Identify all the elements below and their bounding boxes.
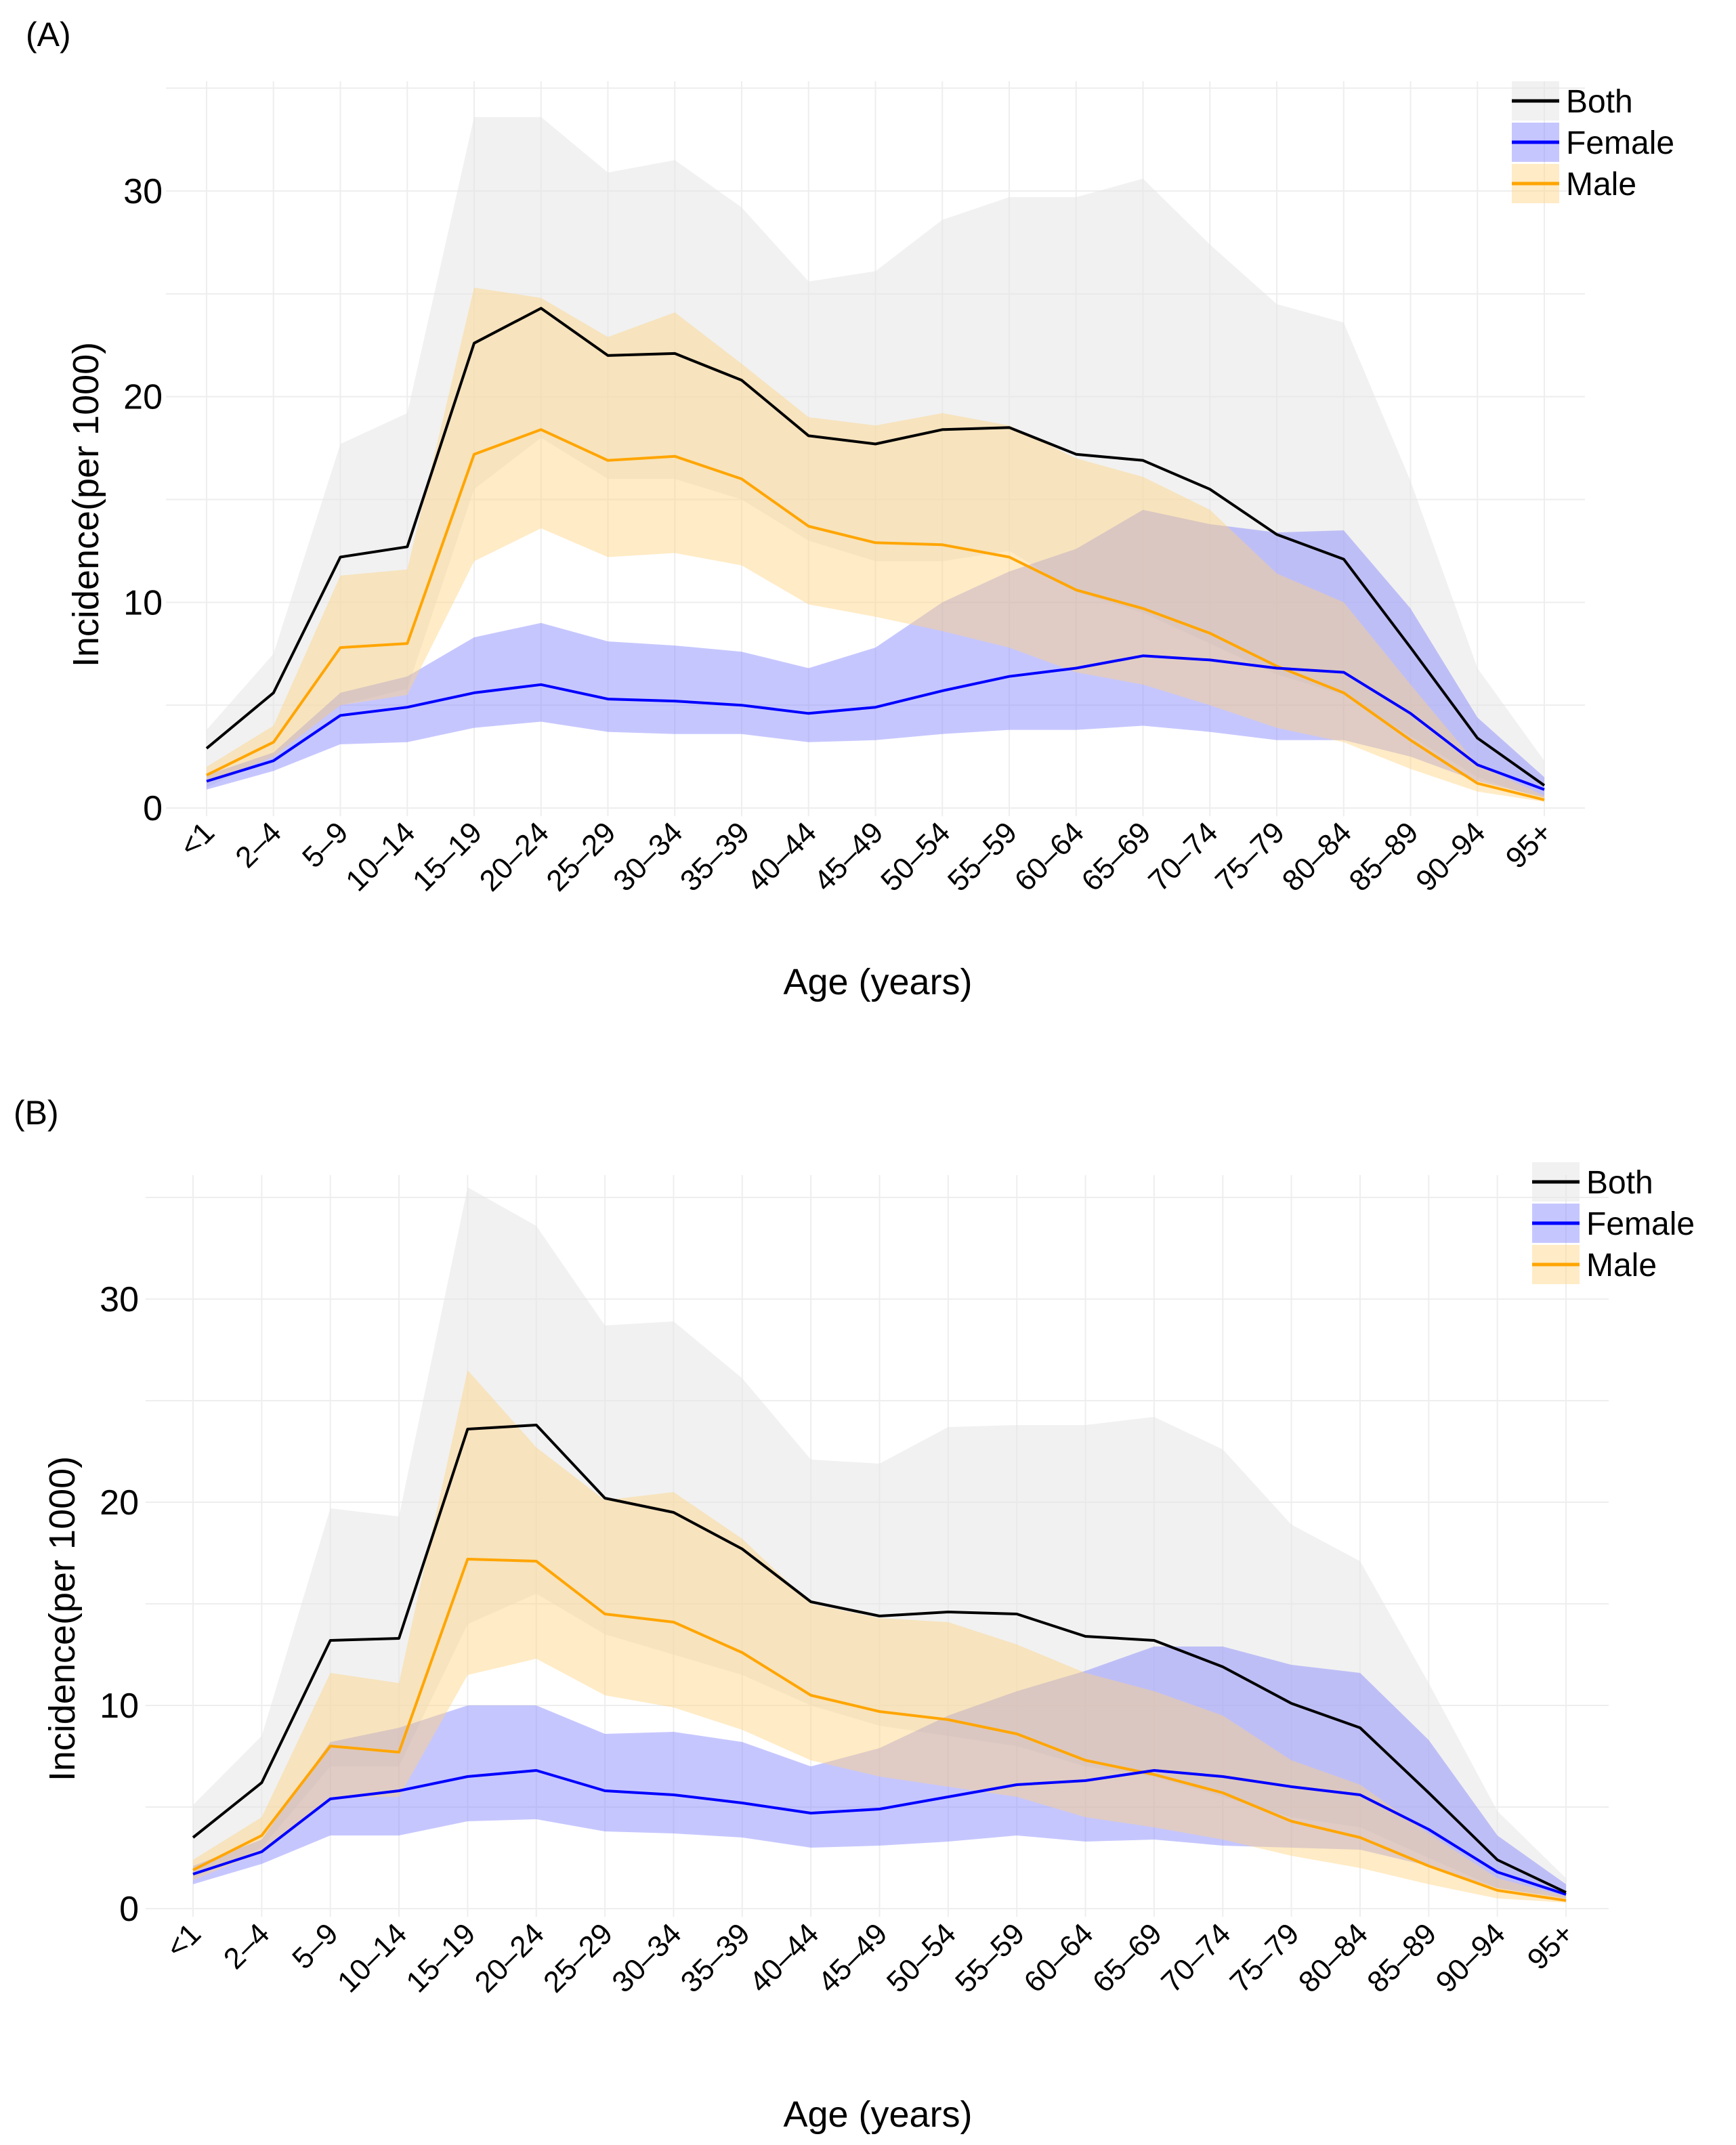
x-tick-label: 30–34 — [606, 1917, 687, 1999]
x-tick-label: 70–74 — [1155, 1917, 1237, 1999]
x-tick-label: 95+ — [1521, 1917, 1580, 1976]
y-tick-label: 30 — [123, 172, 163, 211]
legend-label-female-a: Female — [1566, 125, 1674, 161]
x-tick-label: 2–4 — [217, 1917, 276, 1976]
legend-a: Both Female Male — [1512, 81, 1674, 203]
x-axis-label-b: Age (years) — [783, 2094, 972, 2135]
panel-b: (B) 0 10 20 30 <1 2–4 5–910–1415–1920–2425–29… — [14, 1094, 1695, 2135]
panel-a: (A) 0 10 20 30 <1 2–4 5–910–1415–1920–2425–29… — [26, 16, 1674, 1002]
band-male — [193, 1370, 1566, 1903]
x-tick-label: 2–4 — [229, 815, 288, 874]
x-tick-label: 65–69 — [1075, 815, 1157, 897]
x-tick-label: 35–39 — [674, 815, 756, 897]
x-tick-label: 15–19 — [400, 1917, 482, 1999]
x-ticks-a: <1 2–4 5–910–1415–1920–2425–2930–3435–3940… — [173, 815, 1559, 897]
x-tick-label: 40–44 — [741, 815, 823, 897]
y-tick-label: 10 — [123, 583, 163, 622]
band-female — [207, 509, 1544, 798]
x-tick-label: 35–39 — [675, 1917, 757, 1999]
x-tick-label: 85–89 — [1342, 815, 1424, 897]
band-both — [193, 1187, 1566, 1900]
x-tick-label: 60–64 — [1009, 815, 1091, 897]
x-tick-label: 10–14 — [339, 815, 421, 897]
x-ticks-b: <1 2–4 5–910–1415–1920–2425–2930–3435–3940… — [160, 1917, 1580, 1999]
x-tick-label: 5–9 — [286, 1917, 345, 1976]
x-tick-label: 65–69 — [1086, 1917, 1168, 1999]
x-tick-label: 5–9 — [296, 815, 355, 874]
x-tick-label: 95+ — [1500, 815, 1559, 874]
bands-a — [207, 116, 1544, 802]
x-tick-label: <1 — [160, 1917, 207, 1964]
x-tick-label: <1 — [173, 815, 221, 863]
x-tick-label: 15–19 — [406, 815, 488, 897]
legend-label-both-b: Both — [1586, 1165, 1653, 1201]
x-tick-label: 10–14 — [331, 1917, 413, 1999]
x-tick-label: 75–79 — [1224, 1917, 1306, 1999]
band-female — [193, 1647, 1566, 1898]
x-tick-label: 85–89 — [1361, 1917, 1443, 1999]
x-axis-label-a: Age (years) — [783, 962, 972, 1002]
y-ticks-b: 0 10 20 30 — [100, 1280, 139, 1929]
y-axis-label-b: Incidence(per 1000) — [42, 1456, 83, 1781]
x-tick-label: 45–49 — [811, 1917, 893, 1999]
lines-a — [205, 307, 1546, 801]
y-ticks-a: 0 10 20 30 — [123, 172, 163, 828]
x-tick-label: 50–54 — [881, 1917, 962, 1999]
legend-label-male-b: Male — [1586, 1248, 1657, 1283]
y-tick-label: 0 — [119, 1890, 139, 1929]
x-tick-label: 45–49 — [807, 815, 889, 897]
y-tick-label: 20 — [123, 378, 163, 417]
x-tick-label: 20–24 — [473, 815, 555, 897]
band-both — [207, 116, 1544, 800]
legend-label-both-a: Both — [1566, 84, 1633, 120]
legend-label-female-b: Female — [1586, 1206, 1695, 1242]
bands-b — [193, 1187, 1566, 1903]
lines-b — [192, 1424, 1567, 1902]
legend-b: Both Female Male — [1532, 1162, 1695, 1284]
band-male — [207, 287, 1544, 802]
x-tick-label: 80–84 — [1292, 1917, 1374, 1999]
y-tick-label: 10 — [100, 1686, 139, 1726]
x-tick-label: 55–59 — [941, 815, 1023, 897]
x-tick-label: 90–94 — [1430, 1917, 1512, 1999]
x-tick-label: 25–29 — [537, 1917, 619, 1999]
x-tick-label: 75–79 — [1209, 815, 1291, 897]
x-tick-label: 50–54 — [874, 815, 956, 897]
x-tick-label: 70–74 — [1142, 815, 1224, 897]
y-tick-label: 20 — [100, 1483, 139, 1523]
y-axis-label-a: Incidence(per 1000) — [66, 342, 106, 667]
x-tick-label: 60–64 — [1017, 1917, 1099, 1999]
y-tick-label: 0 — [143, 789, 163, 828]
x-tick-label: 25–29 — [540, 815, 622, 897]
x-tick-label: 80–84 — [1276, 815, 1358, 897]
x-tick-label: 40–44 — [743, 1917, 825, 1999]
legend-label-male-a: Male — [1566, 167, 1636, 203]
x-tick-label: 20–24 — [469, 1917, 551, 1999]
y-tick-label: 30 — [100, 1280, 139, 1319]
x-tick-label: 55–59 — [949, 1917, 1031, 1999]
x-tick-label: 30–34 — [607, 815, 689, 897]
panel-label-b: (B) — [14, 1094, 59, 1132]
panel-label-a: (A) — [26, 16, 71, 54]
x-tick-label: 90–94 — [1410, 815, 1491, 897]
